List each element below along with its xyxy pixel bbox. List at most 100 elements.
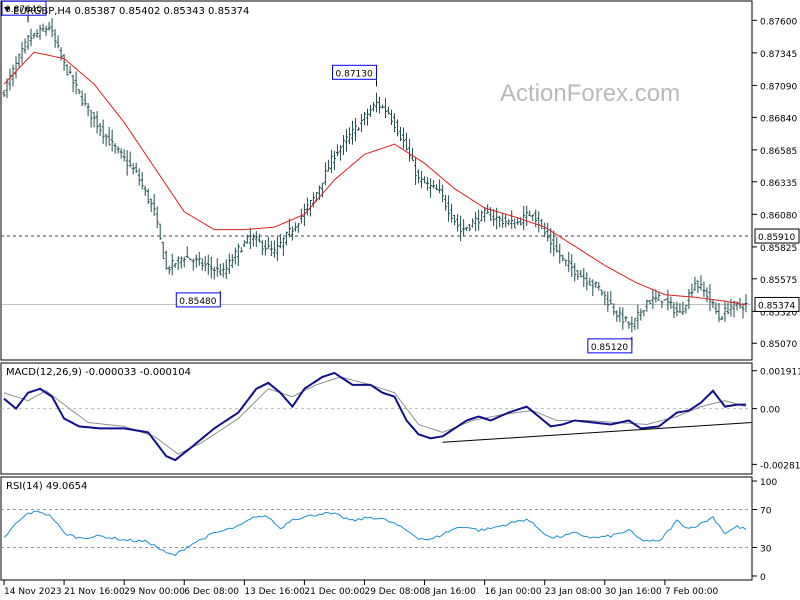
- price-bar: [462, 219, 466, 236]
- price-bar: [134, 162, 138, 173]
- price-bar: [423, 176, 427, 184]
- price-bar: [468, 223, 472, 232]
- price-bar: [507, 219, 511, 226]
- price-bar: [113, 142, 117, 154]
- price-bar: [167, 265, 171, 275]
- price-bar: [332, 150, 336, 171]
- rsi-panel: 100 70 30 0: [0, 476, 777, 583]
- time-tick-label: 29 Dec 08:00: [364, 587, 425, 597]
- time-tick-label: 23 Jan 08:00: [545, 587, 602, 597]
- time-tick-label: 8 Jan 16:00: [425, 587, 477, 597]
- macd-tick-label: 0.001911: [760, 368, 800, 378]
- annotation-label: 0.87130: [336, 69, 373, 79]
- price-bar: [146, 188, 150, 205]
- price-bar: [257, 233, 261, 243]
- price-bar: [233, 247, 237, 265]
- price-bar: [669, 296, 673, 309]
- price-bar: [729, 298, 733, 317]
- price-bar: [53, 29, 57, 48]
- price-bar: [14, 56, 18, 79]
- price-bar: [128, 151, 132, 168]
- price-bar: [74, 71, 78, 95]
- price-bar: [567, 251, 571, 273]
- price-bar: [603, 291, 607, 306]
- price-bar: [215, 258, 219, 277]
- price-bar: [104, 133, 108, 147]
- price-bar: [101, 119, 105, 144]
- price-bar: [221, 262, 225, 278]
- price-bar: [323, 162, 327, 186]
- price-bar: [471, 218, 475, 228]
- price-bar: [456, 214, 460, 232]
- price-bar: [44, 25, 48, 36]
- price-bar: [630, 316, 634, 333]
- price-bar: [329, 149, 333, 173]
- price-bar: [95, 111, 99, 134]
- time-tick-label: 30 Jan 16:00: [605, 587, 662, 597]
- price-bar: [444, 194, 448, 211]
- price-bar: [338, 144, 342, 161]
- price-bar: [47, 21, 51, 31]
- price-bar: [344, 129, 348, 152]
- price-bar: [723, 301, 727, 323]
- annotation-label: 0.87640: [5, 5, 42, 15]
- price-bar: [335, 144, 339, 157]
- price-bar: [263, 240, 267, 256]
- price-bar: [173, 263, 177, 268]
- price-bar: [8, 68, 12, 91]
- price-bar: [269, 240, 273, 256]
- price-bar: [293, 222, 297, 232]
- price-bar: [62, 54, 66, 71]
- panel-menu-arrow-icon[interactable]: [4, 7, 10, 12]
- price-bar: [56, 35, 60, 49]
- price-bar: [110, 129, 114, 152]
- price-bar: [627, 321, 631, 329]
- price-bar: [561, 254, 565, 262]
- price-bar: [525, 205, 529, 226]
- price-bar: [597, 282, 601, 291]
- price-panel: 0.87600 0.87345 0.87090 0.86840 0.86585 0.863…: [0, 0, 800, 361]
- price-bar: [353, 117, 357, 142]
- price-bar: [359, 114, 363, 133]
- price-bar: [684, 305, 688, 314]
- price-bar: [522, 205, 526, 231]
- price-bar: [341, 135, 345, 156]
- price-bar: [420, 170, 424, 189]
- price-bar: [302, 203, 306, 227]
- price-bar: [185, 246, 189, 258]
- price-bar: [600, 289, 604, 296]
- price-bar: [711, 300, 715, 308]
- macd-line: [3, 371, 746, 462]
- price-bar: [531, 214, 535, 222]
- time-tick-label: 21 Dec 00:00: [304, 587, 365, 597]
- price-bar: [450, 203, 454, 223]
- price-bar: [432, 180, 436, 189]
- price-panel-header: EURGBP,H4 0.85387 0.85402 0.85343 0.8537…: [13, 6, 249, 17]
- price-bar: [86, 103, 90, 117]
- price-bar: [417, 169, 421, 184]
- price-bar: [227, 253, 231, 275]
- price-bar: [116, 146, 120, 154]
- price-bar: [414, 156, 418, 185]
- price-bar: [89, 109, 93, 128]
- price-tick-label: 0.86080: [760, 211, 797, 221]
- watermark: ActionForex.com: [500, 80, 680, 107]
- price-bar: [387, 106, 391, 115]
- price-bar: [188, 258, 192, 261]
- price-bar: [362, 111, 366, 126]
- price-bar: [675, 301, 679, 317]
- price-bar: [170, 253, 174, 276]
- price-tick-label: 0.86585: [760, 147, 797, 157]
- price-bar: [702, 281, 706, 298]
- price-bar: [396, 119, 400, 137]
- price-bar: [492, 208, 496, 227]
- price-bar: [176, 256, 180, 270]
- time-tick-label: 21 Nov 16:00: [64, 587, 125, 597]
- price-bar: [738, 297, 742, 309]
- price-bar: [251, 233, 255, 247]
- rsi-tick-label: 0: [760, 573, 766, 583]
- price-bar: [200, 258, 204, 271]
- price-bar: [68, 65, 72, 74]
- price-bar: [26, 34, 30, 50]
- price-bar: [636, 304, 640, 330]
